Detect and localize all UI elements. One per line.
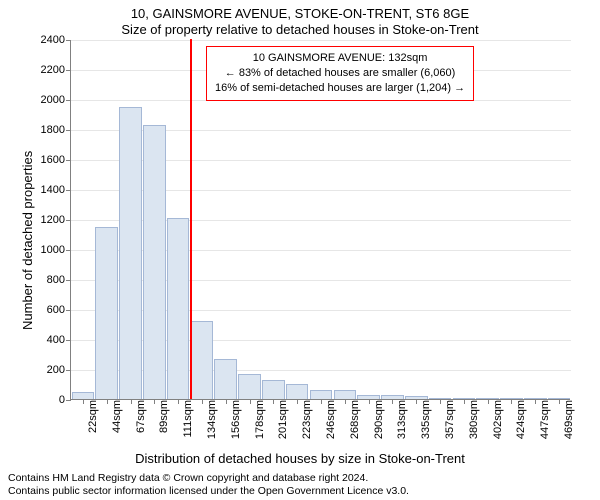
x-tick (107, 399, 108, 404)
x-tick-label: 223sqm (301, 400, 313, 448)
y-tick (66, 40, 71, 41)
y-tick-label: 200 (47, 364, 65, 376)
x-tick (464, 399, 465, 404)
x-tick-label: 357sqm (444, 400, 456, 448)
x-tick-label: 469sqm (563, 400, 575, 448)
x-tick (392, 399, 393, 404)
x-tick-label: 424sqm (515, 400, 527, 448)
y-tick (66, 100, 71, 101)
y-tick-label: 1600 (41, 154, 65, 166)
x-tick (178, 399, 179, 404)
x-tick-label: 111sqm (182, 400, 194, 448)
x-tick-label: 290sqm (373, 400, 385, 448)
x-tick (369, 399, 370, 404)
x-tick (345, 399, 346, 404)
x-tick-label: 402sqm (492, 400, 504, 448)
x-tick (321, 399, 322, 404)
histogram-bar (167, 218, 190, 400)
footer-line1: Contains HM Land Registry data © Crown c… (8, 472, 409, 485)
y-tick-label: 1800 (41, 124, 65, 136)
y-axis-title: Number of detached properties (20, 151, 35, 330)
x-axis-title: Distribution of detached houses by size … (0, 451, 600, 466)
x-tick (131, 399, 132, 404)
x-tick-label: 178sqm (254, 400, 266, 448)
annotation-line1: 10 GAINSMORE AVENUE: 132sqm (215, 51, 465, 66)
y-tick (66, 340, 71, 341)
y-tick (66, 310, 71, 311)
x-tick-label: 22sqm (87, 400, 99, 448)
y-tick-label: 600 (47, 304, 65, 316)
gridline-h (71, 40, 571, 41)
x-tick (416, 399, 417, 404)
x-tick-label: 447sqm (539, 400, 551, 448)
annotation-box: 10 GAINSMORE AVENUE: 132sqm← 83% of deta… (206, 46, 474, 101)
reference-line (190, 39, 192, 399)
y-tick (66, 160, 71, 161)
x-tick (297, 399, 298, 404)
x-tick-label: 335sqm (420, 400, 432, 448)
x-tick-label: 313sqm (396, 400, 408, 448)
histogram-bar (214, 359, 237, 400)
chart-plot-area: 0200400600800100012001400160018002000220… (70, 40, 570, 400)
x-tick-label: 67sqm (135, 400, 147, 448)
x-tick-label: 380sqm (468, 400, 480, 448)
y-tick-label: 400 (47, 334, 65, 346)
x-tick (488, 399, 489, 404)
y-tick (66, 70, 71, 71)
x-tick (250, 399, 251, 404)
histogram-bar (143, 125, 166, 400)
y-tick (66, 190, 71, 191)
histogram-bar (238, 374, 261, 400)
x-tick-label: 246sqm (325, 400, 337, 448)
chart-title-line1: 10, GAINSMORE AVENUE, STOKE-ON-TRENT, ST… (0, 6, 600, 21)
x-tick (154, 399, 155, 404)
x-tick-label: 156sqm (230, 400, 242, 448)
histogram-bar (334, 390, 357, 399)
y-tick-label: 1000 (41, 244, 65, 256)
histogram-bar (95, 227, 118, 400)
chart-title-line2: Size of property relative to detached ho… (0, 22, 600, 37)
x-tick (273, 399, 274, 404)
x-tick (511, 399, 512, 404)
x-tick (226, 399, 227, 404)
x-tick-label: 89sqm (158, 400, 170, 448)
x-tick-label: 268sqm (349, 400, 361, 448)
y-tick (66, 400, 71, 401)
y-tick-label: 1200 (41, 214, 65, 226)
x-tick (559, 399, 560, 404)
histogram-bar (72, 392, 95, 400)
annotation-line2: ← 83% of detached houses are smaller (6,… (215, 66, 465, 81)
x-tick (202, 399, 203, 404)
footer-attribution: Contains HM Land Registry data © Crown c… (8, 472, 409, 498)
y-tick (66, 130, 71, 131)
x-tick (83, 399, 84, 404)
histogram-bar (310, 390, 333, 399)
y-tick (66, 250, 71, 251)
y-tick-label: 2400 (41, 34, 65, 46)
y-tick-label: 2000 (41, 94, 65, 106)
x-tick (535, 399, 536, 404)
histogram-bar (191, 321, 214, 399)
y-tick-label: 2200 (41, 64, 65, 76)
y-tick-label: 0 (59, 394, 65, 406)
x-tick-label: 134sqm (206, 400, 218, 448)
y-tick (66, 280, 71, 281)
histogram-bar (262, 380, 285, 400)
annotation-line3: 16% of semi-detached houses are larger (… (215, 81, 465, 96)
y-tick (66, 370, 71, 371)
footer-line2: Contains public sector information licen… (8, 485, 409, 498)
y-tick-label: 1400 (41, 184, 65, 196)
x-tick (440, 399, 441, 404)
x-tick-label: 44sqm (111, 400, 123, 448)
histogram-bar (286, 384, 309, 399)
y-tick (66, 220, 71, 221)
x-tick-label: 201sqm (277, 400, 289, 448)
histogram-bar (119, 107, 142, 400)
y-tick-label: 800 (47, 274, 65, 286)
